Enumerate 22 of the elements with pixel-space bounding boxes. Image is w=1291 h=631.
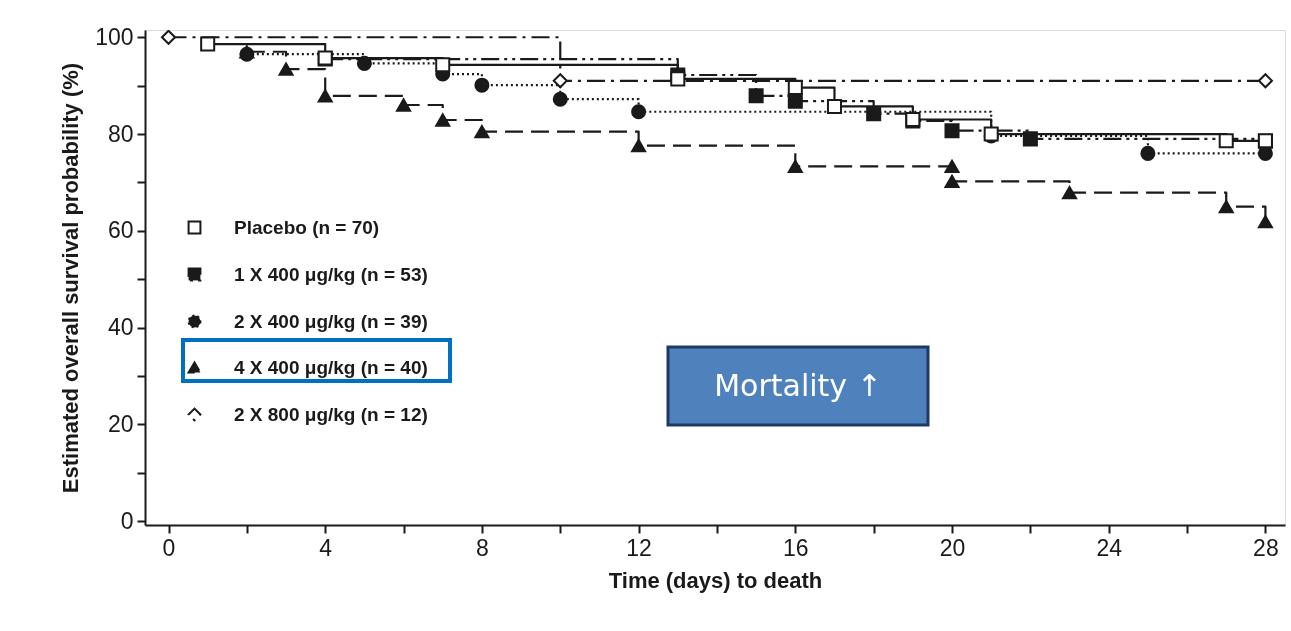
legend-label: Placebo (n = 70)	[234, 216, 380, 238]
y-tick-label: 40	[107, 314, 134, 341]
x-tick-label: 28	[1253, 534, 1279, 561]
y-tick-label: 100	[95, 23, 134, 50]
x-tick-label: 24	[1096, 534, 1123, 561]
legend-label: 4 X 400 μg/kg (n = 40)	[234, 356, 428, 378]
y-tick-label: 20	[107, 410, 134, 437]
y-tick-label: 0	[120, 507, 134, 534]
x-axis-title: Time (days) to death	[608, 567, 823, 593]
legend-label: 1 X 400 μg/kg (n = 53)	[234, 263, 428, 285]
y-tick-label: 80	[107, 120, 134, 147]
legend-label: 2 X 400 μg/kg (n = 39)	[234, 310, 428, 332]
legend-label: 2 X 800 μg/kg (n = 12)	[234, 403, 428, 425]
x-tick-label: 8	[476, 534, 489, 561]
y-axis-title: Estimated overall survival probability (%)	[58, 62, 84, 494]
x-tick-label: 0	[162, 534, 176, 561]
y-tick-label: 60	[107, 217, 134, 244]
x-tick-label: 16	[783, 534, 809, 561]
x-tick-label: 4	[319, 534, 333, 561]
x-tick-label: 12	[626, 534, 652, 561]
x-tick-label: 20	[939, 534, 966, 561]
annotation: Mortality ↑	[714, 368, 882, 403]
